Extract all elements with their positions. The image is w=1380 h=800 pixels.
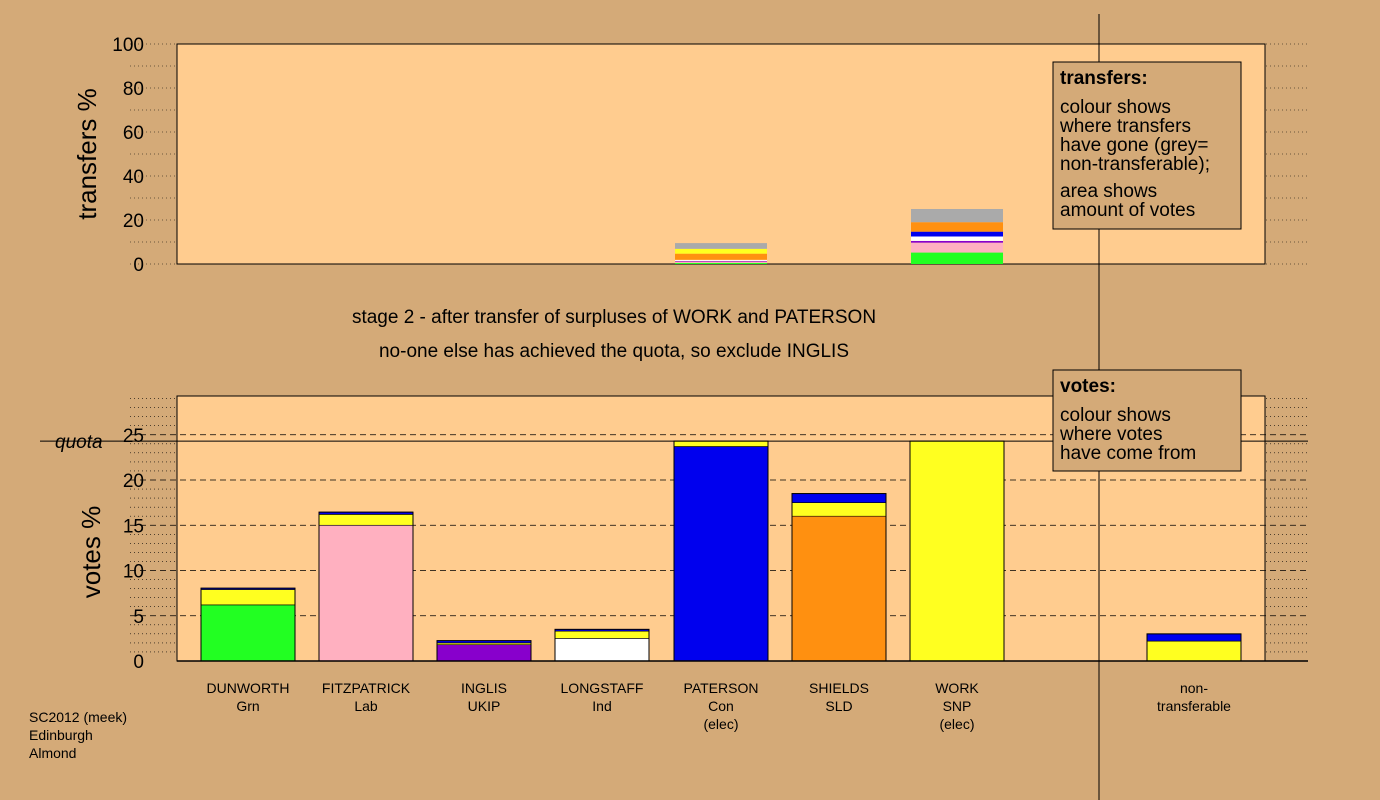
top-y-tick-label: 100 bbox=[112, 35, 144, 56]
transfer-segment bbox=[675, 243, 767, 249]
candidate-label: WORK bbox=[935, 680, 979, 696]
vote-segment bbox=[791, 515, 887, 662]
candidate-label: SNP bbox=[943, 698, 972, 714]
candidate-label: DUNWORTH bbox=[207, 680, 290, 696]
transfers-legend-line: area shows bbox=[1060, 181, 1157, 202]
top-y-axis-title: transfers % bbox=[72, 88, 102, 220]
bottom-y-tick-label: 15 bbox=[123, 516, 144, 537]
bottom-y-tick-label: 20 bbox=[123, 471, 144, 492]
transfers-legend-line: colour shows bbox=[1060, 97, 1171, 118]
transfers-legend-line: non-transferable); bbox=[1060, 154, 1210, 175]
candidate-label: Ind bbox=[592, 698, 611, 714]
candidate-label: transferable bbox=[1157, 698, 1231, 714]
bottom-chart-bars bbox=[200, 440, 1242, 662]
transfer-segment bbox=[675, 248, 767, 254]
transfer-segment bbox=[911, 231, 1003, 237]
vote-segment bbox=[200, 604, 296, 662]
vote-segment bbox=[554, 638, 650, 662]
votes-legend-line: have come from bbox=[1060, 443, 1196, 464]
candidate-label: FITZPATRICK bbox=[322, 680, 411, 696]
vote-segment bbox=[1146, 633, 1242, 642]
votes-legend-line: where votes bbox=[1059, 424, 1162, 445]
transfer-segment bbox=[911, 209, 1003, 223]
bottom-y-tick-label: 0 bbox=[133, 652, 144, 673]
transfer-segment bbox=[911, 240, 1003, 243]
quota-label: quota bbox=[55, 432, 103, 453]
candidate-label: (elec) bbox=[703, 716, 738, 732]
candidate-label: INGLIS bbox=[461, 680, 507, 696]
top-y-tick-label: 20 bbox=[123, 211, 144, 232]
footer-line: Edinburgh bbox=[29, 727, 93, 743]
vote-segment bbox=[436, 644, 532, 662]
candidate-label: Grn bbox=[236, 698, 259, 714]
transfer-segment bbox=[675, 253, 767, 260]
transfers-legend-line: amount of votes bbox=[1060, 200, 1195, 221]
vote-segment bbox=[909, 440, 1005, 662]
vote-segment bbox=[1146, 640, 1242, 662]
top-y-tick-label: 80 bbox=[123, 79, 144, 100]
transfers-legend-line: have gone (grey= bbox=[1060, 135, 1208, 156]
bottom-chart-y-ticks: 0 5 10 15 20 25 bbox=[123, 426, 144, 673]
transfer-segment bbox=[911, 222, 1003, 232]
votes-legend-line: colour shows bbox=[1060, 405, 1171, 426]
bottom-y-tick-label: 25 bbox=[123, 426, 144, 447]
transfer-segment bbox=[675, 261, 767, 263]
vote-segment bbox=[791, 502, 887, 517]
bottom-y-axis-title: votes % bbox=[76, 506, 106, 599]
top-chart-bars bbox=[675, 209, 1003, 264]
footer-line: Almond bbox=[29, 745, 76, 761]
votes-legend: votes: colour shows where votes have com… bbox=[1052, 369, 1242, 472]
top-chart-y-ticks: 0 20 40 60 80 100 bbox=[112, 35, 144, 276]
top-y-tick-label: 40 bbox=[123, 167, 144, 188]
footer-line: SC2012 (meek) bbox=[29, 709, 127, 725]
transfers-legend: transfers: colour shows where transfers … bbox=[1052, 61, 1242, 230]
transfer-segment bbox=[675, 262, 767, 264]
transfer-segment bbox=[675, 259, 767, 261]
transfer-segment bbox=[911, 252, 1003, 264]
transfers-legend-line: where transfers bbox=[1059, 116, 1191, 137]
candidate-label: Lab bbox=[354, 698, 378, 714]
candidate-label: non- bbox=[1180, 680, 1208, 696]
candidate-label: UKIP bbox=[468, 698, 501, 714]
candidate-label: Con bbox=[708, 698, 734, 714]
candidate-label: SLD bbox=[825, 698, 852, 714]
top-y-tick-label: 60 bbox=[123, 123, 144, 144]
candidate-labels: DUNWORTH Grn FITZPATRICK Lab INGLIS UKIP LONGS… bbox=[207, 680, 1232, 732]
candidate-label: PATERSON bbox=[684, 680, 759, 696]
transfer-segment bbox=[911, 236, 1003, 241]
bottom-y-tick-label: 10 bbox=[123, 562, 144, 583]
stage-title-line-1: stage 2 - after transfer of surpluses of… bbox=[352, 307, 876, 328]
bottom-y-tick-label: 5 bbox=[133, 607, 144, 628]
vote-segment bbox=[318, 524, 414, 662]
candidate-label: SHIELDS bbox=[809, 680, 869, 696]
vote-segment bbox=[200, 589, 296, 606]
vote-segment bbox=[673, 446, 769, 662]
candidate-label: (elec) bbox=[939, 716, 974, 732]
transfer-segment bbox=[675, 260, 767, 262]
stage-title-line-2: no-one else has achieved the quota, so e… bbox=[379, 341, 849, 362]
vote-segment bbox=[318, 514, 414, 526]
footer-info: SC2012 (meek) Edinburgh Almond bbox=[29, 709, 127, 761]
vote-segment bbox=[554, 630, 650, 639]
transfers-legend-title: transfers: bbox=[1060, 68, 1148, 89]
vote-segment bbox=[673, 440, 769, 447]
vote-segment bbox=[791, 493, 887, 503]
candidate-label: LONGSTAFF bbox=[561, 680, 644, 696]
top-y-tick-label: 0 bbox=[133, 255, 144, 276]
votes-legend-title: votes: bbox=[1060, 376, 1116, 397]
transfer-segment bbox=[911, 242, 1003, 253]
